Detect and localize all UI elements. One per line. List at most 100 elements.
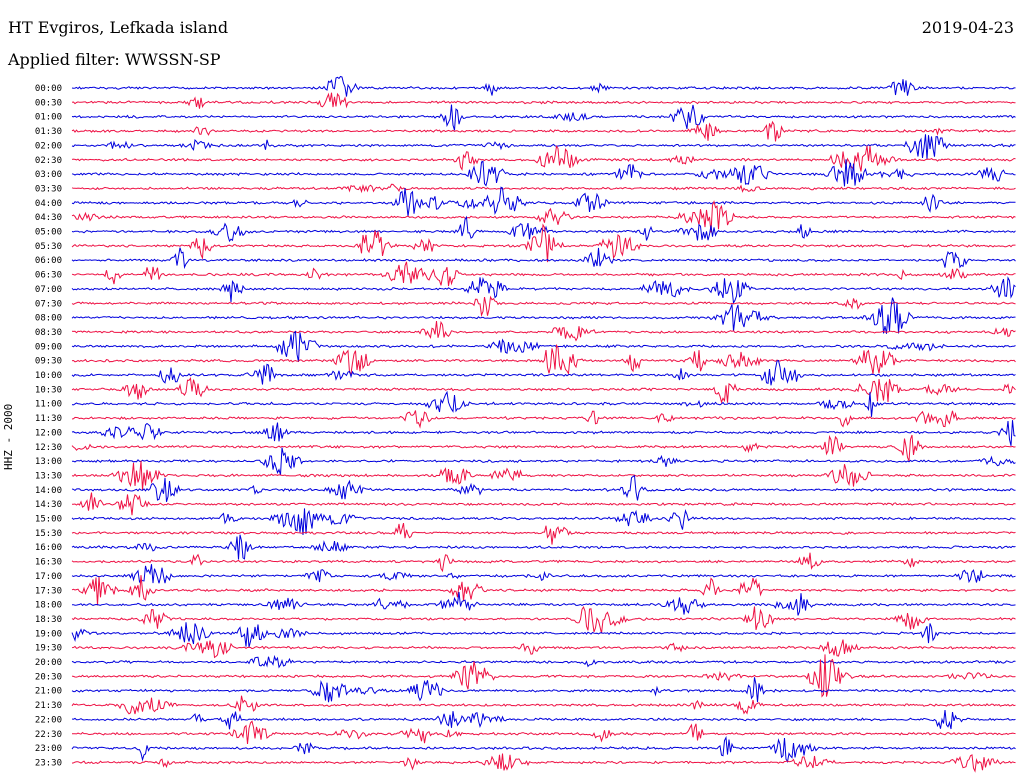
time-tick-label: 15:00 bbox=[35, 515, 62, 525]
time-tick-label: 21:30 bbox=[35, 701, 62, 711]
seismic-trace bbox=[71, 654, 1016, 669]
seismic-trace bbox=[71, 564, 1016, 584]
time-tick-label: 10:00 bbox=[35, 371, 62, 381]
time-tick-label: 19:30 bbox=[35, 644, 62, 654]
date-label: 2019-04-23 bbox=[921, 18, 1014, 37]
time-tick-label: 15:30 bbox=[35, 529, 62, 539]
time-tick-label: 06:30 bbox=[35, 271, 62, 281]
seismic-trace bbox=[71, 295, 1016, 318]
seismic-trace bbox=[71, 639, 1016, 659]
time-tick-label: 01:30 bbox=[35, 127, 62, 137]
seismic-trace bbox=[71, 475, 1016, 502]
seismic-trace bbox=[71, 753, 1016, 773]
time-tick-label: 05:30 bbox=[35, 242, 62, 252]
time-tick-label: 11:30 bbox=[35, 414, 62, 424]
time-tick-label: 18:00 bbox=[35, 601, 62, 611]
time-tick-label: 18:30 bbox=[35, 615, 62, 625]
time-tick-label: 21:00 bbox=[35, 687, 62, 697]
time-tick-label: 17:30 bbox=[35, 586, 62, 596]
time-tick-label: 01:00 bbox=[35, 113, 62, 123]
seismic-trace bbox=[71, 492, 1016, 516]
time-tick-label: 20:30 bbox=[35, 672, 62, 682]
time-tick-label: 16:30 bbox=[35, 558, 62, 568]
seismic-trace bbox=[71, 695, 1016, 715]
seismic-trace bbox=[71, 159, 1016, 187]
seismic-trace bbox=[71, 420, 1016, 446]
seismic-trace bbox=[71, 534, 1016, 560]
time-tick-label: 23:30 bbox=[35, 758, 62, 768]
seismic-trace bbox=[71, 710, 1016, 730]
seismic-trace bbox=[71, 605, 1016, 634]
time-tick-label: 13:30 bbox=[35, 471, 62, 481]
time-tick-label: 04:00 bbox=[35, 199, 62, 209]
time-tick-label: 16:00 bbox=[35, 543, 62, 553]
seismic-trace bbox=[71, 330, 1016, 362]
time-tick-label: 00:30 bbox=[35, 98, 62, 108]
time-tick-label: 05:00 bbox=[35, 228, 62, 238]
seismic-trace bbox=[71, 200, 1016, 233]
seismic-trace bbox=[71, 575, 1016, 606]
time-tick-label: 07:00 bbox=[35, 285, 62, 295]
seismic-trace bbox=[71, 735, 1016, 763]
time-tick-label: 23:00 bbox=[35, 744, 62, 754]
seismic-trace bbox=[71, 320, 1016, 342]
time-tick-label: 22:00 bbox=[35, 715, 62, 725]
seismic-trace bbox=[71, 144, 1016, 172]
seismic-trace bbox=[71, 359, 1016, 386]
time-tick-label: 02:00 bbox=[35, 141, 62, 151]
time-tick-label: 02:30 bbox=[35, 156, 62, 166]
seismic-trace bbox=[71, 343, 1016, 376]
time-tick-label: 19:00 bbox=[35, 629, 62, 639]
time-tick-label: 09:00 bbox=[35, 342, 62, 352]
time-tick-label: 00:00 bbox=[35, 84, 62, 94]
time-tick-label: 09:30 bbox=[35, 357, 62, 367]
time-tick-label: 14:30 bbox=[35, 500, 62, 510]
seismic-trace bbox=[71, 120, 1016, 142]
time-tick-label: 07:30 bbox=[35, 299, 62, 309]
time-tick-label: 12:00 bbox=[35, 428, 62, 438]
filter-label: Applied filter: WWSSN-SP bbox=[8, 50, 221, 69]
seismic-trace bbox=[71, 460, 1016, 491]
time-tick-label: 17:00 bbox=[35, 572, 62, 582]
seismic-trace bbox=[71, 75, 1016, 97]
time-tick-label: 04:30 bbox=[35, 213, 62, 223]
seismic-trace bbox=[71, 134, 1016, 160]
time-tick-label: 03:30 bbox=[35, 184, 62, 194]
seismic-trace bbox=[71, 410, 1016, 429]
time-tick-label: 13:00 bbox=[35, 457, 62, 467]
seismic-trace bbox=[71, 186, 1016, 217]
seismic-trace bbox=[71, 522, 1016, 545]
seismic-trace bbox=[71, 592, 1016, 616]
seismic-trace bbox=[71, 276, 1016, 305]
seismic-trace bbox=[71, 677, 1016, 703]
time-tick-label: 03:00 bbox=[35, 170, 62, 180]
time-tick-label: 08:00 bbox=[35, 314, 62, 324]
seismic-trace bbox=[71, 104, 1016, 131]
seismic-trace bbox=[71, 247, 1016, 270]
seismic-trace bbox=[71, 434, 1016, 462]
time-tick-label: 22:30 bbox=[35, 730, 62, 740]
seismic-trace bbox=[72, 447, 1016, 475]
time-tick-label: 20:00 bbox=[35, 658, 62, 668]
seismic-trace bbox=[71, 92, 1016, 109]
time-tick-label: 11:00 bbox=[35, 400, 62, 410]
seismic-trace bbox=[71, 552, 1016, 573]
seismic-trace bbox=[71, 223, 1016, 263]
seismic-trace bbox=[71, 622, 1016, 648]
station-title: HT Evgiros, Lefkada island bbox=[8, 18, 229, 37]
seismic-trace bbox=[71, 297, 1016, 334]
time-tick-label: 14:00 bbox=[35, 486, 62, 496]
seismic-trace bbox=[71, 183, 1016, 194]
seismic-trace bbox=[71, 215, 1016, 243]
seismic-trace bbox=[71, 376, 1016, 404]
seismic-trace bbox=[71, 508, 1016, 536]
time-tick-label: 12:30 bbox=[35, 443, 62, 453]
time-tick-label: 08:30 bbox=[35, 328, 62, 338]
seismic-trace bbox=[71, 261, 1016, 287]
time-tick-label: 06:00 bbox=[35, 256, 62, 266]
time-tick-label: 10:30 bbox=[35, 385, 62, 395]
seismic-trace bbox=[71, 654, 1016, 698]
seismic-trace bbox=[71, 390, 1016, 417]
seismic-trace bbox=[72, 720, 1016, 745]
